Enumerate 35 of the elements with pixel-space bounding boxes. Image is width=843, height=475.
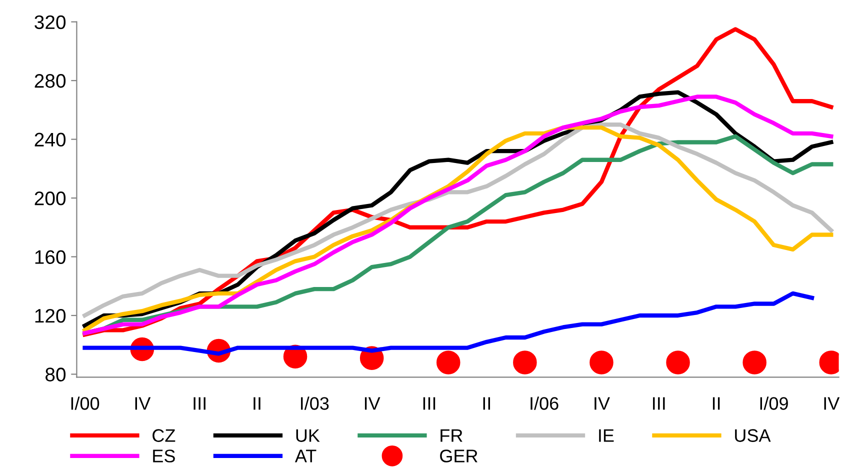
x-tick-label: III [194, 397, 206, 410]
legend-label: UK [296, 429, 320, 442]
y-tick-label: 320 [34, 15, 66, 30]
point [513, 350, 537, 374]
legend-label: AT [294, 450, 316, 462]
point [590, 350, 614, 374]
x-tick-label: II [712, 397, 720, 410]
legend-label: FR [440, 429, 462, 442]
legend-label: IE [599, 429, 614, 442]
point [436, 350, 460, 374]
x-tick-label: I/03 [301, 396, 329, 410]
legend-label: CZ [152, 429, 176, 442]
line-series [82, 291, 814, 356]
y-tick-label: 280 [34, 74, 66, 88]
x-tick-label: III [653, 397, 665, 410]
x-tick-label: III [423, 397, 436, 410]
y-tick-label: 120 [35, 308, 66, 323]
legend-label: USA [735, 429, 771, 442]
x-tick-label: II [254, 397, 260, 410]
point [742, 350, 766, 374]
x-tick-label: IV [364, 397, 380, 410]
x-tick-label: II [483, 397, 490, 410]
x-tick-label: IV [594, 397, 610, 410]
x-tick-label: I/09 [760, 396, 788, 410]
y-tick-label: 240 [34, 132, 66, 147]
point [666, 350, 690, 374]
y-tick-label: 200 [34, 192, 66, 206]
legend-label: ES [153, 450, 175, 462]
x-tick-label: I/00 [71, 396, 100, 410]
y-tick-label: 160 [35, 250, 66, 264]
x-tick-label: IV [824, 397, 840, 410]
y-tick-label: 80 [46, 368, 66, 382]
x-tick-label: IV [135, 397, 151, 410]
legend-label: GER [440, 450, 478, 462]
x-tick-label: I/06 [530, 396, 558, 410]
